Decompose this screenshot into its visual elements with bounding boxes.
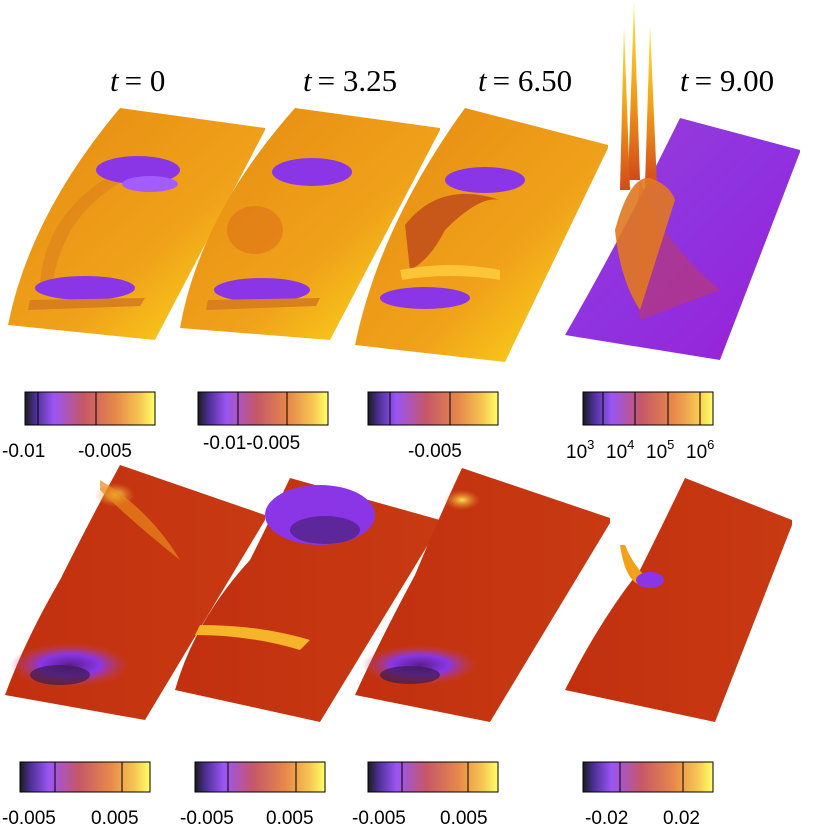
- surface-top-0: [8, 108, 265, 340]
- surface-top-2: [355, 108, 608, 362]
- colorbar-top-3: 103 104 105 106: [566, 391, 714, 463]
- surface-top-3: [565, 2, 800, 360]
- colorbar-top-3-label-3: 106: [686, 437, 714, 463]
- colorbar-top-1-label-0: -0.01-0.005: [203, 433, 300, 454]
- colorbar-bottom-3: -0.02 0.02: [582, 761, 714, 827]
- time-label-0: t = 0: [110, 63, 165, 98]
- surface-bottom-0: [5, 465, 265, 720]
- colorbar-bottom-2-label-0: -0.005: [352, 808, 406, 827]
- time-label-3: t = 9.00: [680, 63, 774, 98]
- colorbar-top-2: -0.005: [367, 391, 499, 462]
- colorbar-bottom-0-label-0: -0.005: [2, 808, 56, 827]
- colorbar-bottom-1-label-0: -0.005: [180, 808, 234, 827]
- colorbar-top-1: -0.01-0.005: [197, 391, 329, 454]
- colorbar-top-0: -0.01 -0.005: [2, 391, 156, 462]
- surface-bottom-1: [175, 478, 440, 722]
- colorbar-bottom-3-label-0: -0.02: [585, 808, 628, 827]
- colorbar-bottom-1: -0.005 0.005: [180, 761, 326, 827]
- colorbar-bottom-2-label-1: 0.005: [440, 808, 488, 827]
- time-label-1: t = 3.25: [303, 63, 397, 98]
- colorbar-top-3-label-2: 105: [646, 437, 674, 463]
- colorbar-top-2-label-0: -0.005: [408, 441, 462, 462]
- colorbar-top-3-label-1: 104: [606, 437, 634, 463]
- time-label-2: t = 6.50: [478, 63, 572, 98]
- colorbar-bottom-3-label-1: 0.02: [663, 808, 700, 827]
- colorbar-top-0-label-0: -0.01: [2, 441, 45, 462]
- colorbar-bottom-0: -0.005 0.005: [2, 761, 151, 827]
- colorbar-bottom-0-label-1: 0.005: [91, 808, 139, 827]
- colorbar-top-3-label-0: 103: [566, 437, 594, 463]
- colorbar-bottom-2: -0.005 0.005: [352, 761, 499, 827]
- surface-bottom-2: [355, 468, 610, 722]
- colorbar-bottom-1-label-1: 0.005: [266, 808, 314, 827]
- surface-bottom-3: [565, 478, 792, 722]
- colorbar-top-0-label-1: -0.005: [78, 441, 132, 462]
- surface-top-1: [180, 108, 440, 340]
